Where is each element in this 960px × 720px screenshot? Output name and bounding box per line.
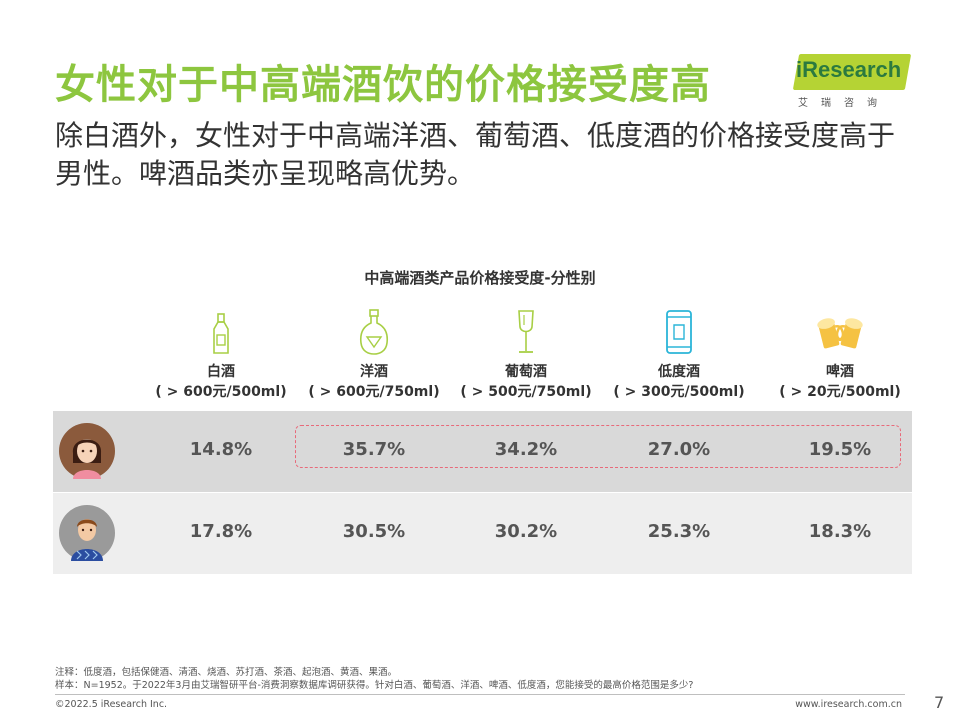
page-number: 7 [934, 693, 945, 712]
category-putaojiu: 葡萄酒 ( > 500元/750ml) [451, 305, 601, 401]
value-cell: 35.7% [342, 439, 406, 460]
category-price: ( > 600元/750ml) [308, 384, 440, 400]
category-didujiu: 低度酒 ( > 300元/500ml) [604, 305, 754, 401]
page-subtitle: 除白酒外，女性对于中高端洋酒、葡萄酒、低度酒的价格接受度高于男性。啤酒品类亦呈现… [55, 119, 896, 190]
female-advantage-highlight [295, 425, 901, 468]
footnote-line: 注释：低度酒，包括保健酒、清酒、烧酒、苏打酒、茶酒、起泡酒、黄酒、果酒。 [55, 667, 398, 678]
table-row-male: 17.8% 30.5% 30.2% 25.3% 18.3% [53, 493, 912, 574]
beer-mugs-icon [765, 305, 915, 355]
page-title: 女性对于中高端酒饮的价格接受度高 [55, 62, 711, 108]
value-cell: 19.5% [808, 439, 872, 460]
category-yangjiu: 洋酒 ( > 600元/750ml) [299, 305, 449, 401]
logo-brand-text: iResearch [796, 57, 902, 82]
chart-title: 中高端酒类产品价格接受度-分性别 [364, 269, 596, 287]
can-icon [604, 305, 754, 355]
category-name: 低度酒 [658, 364, 700, 380]
category-price: ( > 500元/750ml) [460, 384, 592, 400]
value-cell: 17.8% [189, 521, 253, 542]
value-cell: 34.2% [494, 439, 558, 460]
table-row-female: 14.8% 35.7% 34.2% 27.0% 19.5% [53, 411, 912, 492]
wine-glass-icon [451, 305, 601, 355]
category-name: 葡萄酒 [505, 364, 547, 380]
female-avatar-icon [59, 423, 115, 479]
baijiu-bottle-icon [146, 305, 296, 355]
category-pijiu: 啤酒 ( > 20元/500ml) [765, 305, 915, 401]
category-price: ( > 300元/500ml) [613, 384, 745, 400]
value-cell: 30.5% [342, 521, 406, 542]
logo-chinese-text: 艾瑞咨询 [798, 98, 890, 109]
footnote-line: 样本：N=1952。于2022年3月由艾瑞智研平台-消费洞察数据库调研获得。针对… [55, 680, 694, 691]
category-name: 白酒 [207, 364, 235, 380]
value-cell: 25.3% [647, 521, 711, 542]
category-name: 啤酒 [826, 364, 854, 380]
value-cell: 18.3% [808, 521, 872, 542]
category-name: 洋酒 [360, 364, 388, 380]
category-price: ( > 20元/500ml) [779, 384, 901, 400]
footnotes: 注释：低度酒，包括保健酒、清酒、烧酒、苏打酒、茶酒、起泡酒、黄酒、果酒。 样本：… [55, 666, 693, 692]
liquor-bottle-icon [299, 305, 449, 355]
footer-divider [55, 694, 905, 695]
value-cell: 30.2% [494, 521, 558, 542]
male-avatar-icon [59, 505, 115, 561]
copyright-text: ©2022.5 iResearch Inc. [55, 699, 168, 710]
category-baijiu: 白酒 ( > 600元/500ml) [146, 305, 296, 401]
category-price: ( > 600元/500ml) [155, 384, 287, 400]
value-cell: 14.8% [189, 439, 253, 460]
iresearch-logo: iResearch 艾瑞咨询 [790, 48, 915, 110]
website-link[interactable]: www.iresearch.com.cn [795, 699, 902, 710]
value-cell: 27.0% [647, 439, 711, 460]
